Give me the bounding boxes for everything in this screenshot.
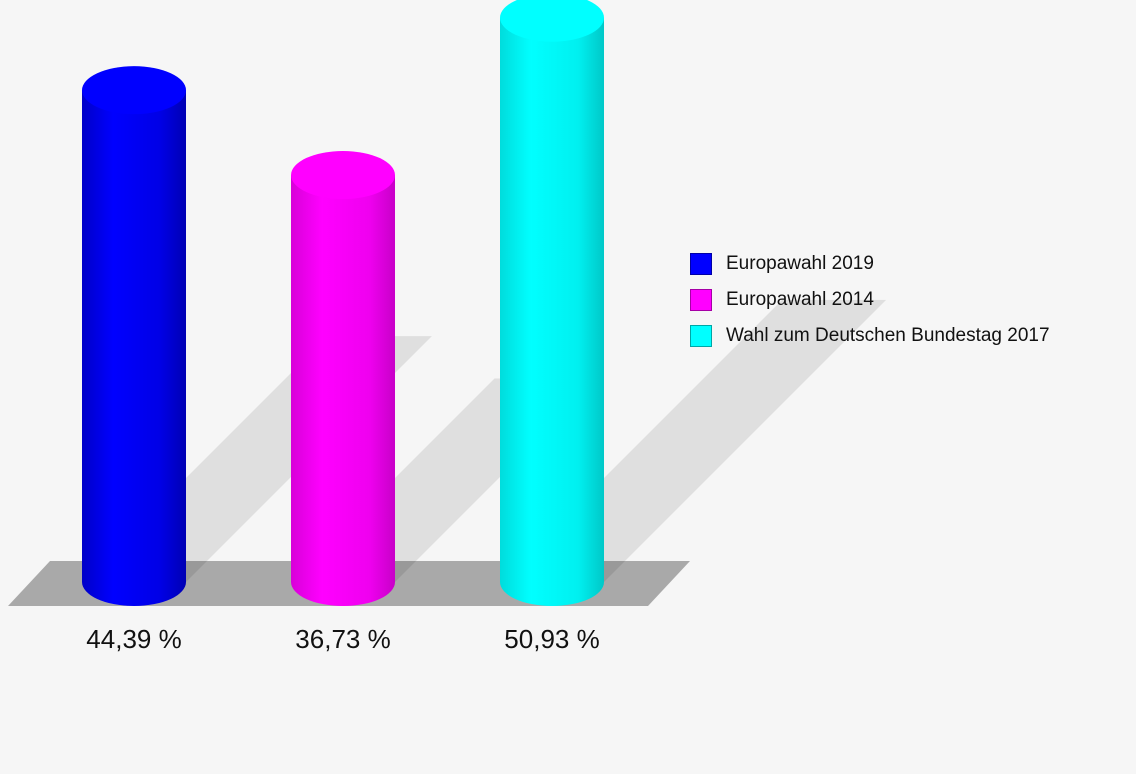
bar-europawahl-2014	[291, 151, 395, 606]
bar-top	[82, 66, 186, 115]
bar-body	[291, 175, 395, 606]
bar-europawahl-2019	[82, 66, 186, 606]
value-labels: 44,39 % 36,73 % 50,93 %	[86, 624, 599, 654]
bar-body	[82, 90, 186, 606]
legend-label: Wahl zum Deutschen Bundestag 2017	[726, 325, 1050, 346]
bar-wahl-zum-deutschen-bundestag-2017	[500, 0, 604, 606]
legend-label: Europawahl 2014	[726, 289, 874, 310]
value-label-europawahl-2014: 36,73 %	[295, 624, 390, 654]
bar-body	[500, 17, 604, 606]
value-label-europawahl-2019: 44,39 %	[86, 624, 181, 654]
legend-swatch	[690, 325, 712, 347]
legend-item-wahl-zum-deutschen-bundestag-2017: Wahl zum Deutschen Bundestag 2017	[690, 318, 1050, 354]
bar-top	[291, 151, 395, 200]
legend-label: Europawahl 2019	[726, 253, 874, 274]
legend-item-europawahl-2014: Europawahl 2014	[690, 282, 1050, 318]
bar-top	[500, 0, 604, 42]
legend-swatch	[690, 289, 712, 311]
value-label-wahl-zum-deutschen-bundestag-2017: 50,93 %	[504, 624, 599, 654]
bars	[82, 0, 604, 606]
legend-swatch	[690, 253, 712, 275]
legend: Europawahl 2019 Europawahl 2014 Wahl zum D…	[690, 246, 1050, 354]
legend-item-europawahl-2019: Europawahl 2019	[690, 246, 1050, 282]
